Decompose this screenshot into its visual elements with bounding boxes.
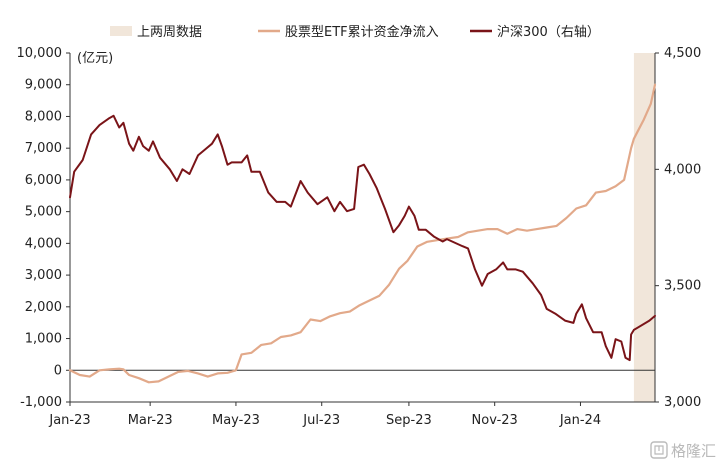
y-left-tick-label: 4,000: [25, 236, 62, 251]
y-right-tick-label: 3,500: [664, 279, 701, 294]
y-right-ticks: 3,000 3,500 4,000 4,500: [655, 46, 701, 410]
y-right-tick-label: 4,500: [664, 46, 701, 61]
x-tick-label: Mar-23: [128, 413, 173, 428]
legend: 上两周数据 股票型ETF累计资金净流入 沪深300（右轴）: [110, 24, 600, 40]
x-ticks: Jan-23 Mar-23 May-23 Jul-23 Sep-23 Nov-23 Jan-…: [48, 402, 601, 428]
y-left-tick-label: 0: [54, 363, 62, 378]
series-layer: [68, 83, 657, 384]
y-left-tick-label: 9,000: [25, 78, 62, 93]
series-line-etf-net-inflow: [68, 83, 657, 384]
watermark-logo-icon: [650, 441, 668, 459]
y-left-tick-label: 8,000: [25, 109, 62, 124]
y-left-ticks: -1,000 0 1,000 2,000 3,000 4,000 5,000 6,000 7,0…: [17, 46, 70, 410]
y-left-tick-label: 2,000: [25, 300, 62, 315]
x-tick-label: Nov-23: [472, 413, 518, 428]
watermark: 格隆汇: [650, 441, 716, 460]
legend-label: 上两周数据: [137, 25, 202, 40]
x-tick-label: May-23: [212, 413, 260, 428]
y-right-tick-label: 4,000: [664, 162, 701, 177]
x-tick-label: Sep-23: [386, 413, 432, 428]
y-left-tick-label: -1,000: [20, 395, 62, 410]
series-line-csi300: [69, 114, 656, 362]
legend-label: 沪深300（右轴）: [497, 24, 600, 40]
y-left-tick-label: 3,000: [25, 268, 62, 283]
y-left-tick-label: 1,000: [25, 332, 62, 347]
highlight-band: [633, 53, 655, 402]
y-left-tick-label: 6,000: [25, 173, 62, 188]
x-tick-label: Jan-24: [559, 413, 601, 428]
axes: [69, 53, 656, 403]
legend-label: 股票型ETF累计资金净流入: [285, 24, 439, 40]
y-left-unit-label: (亿元): [77, 51, 113, 66]
y-left-tick-label: 5,000: [25, 205, 62, 220]
watermark-text: 格隆汇: [671, 442, 716, 460]
legend-swatch-box: [110, 26, 132, 36]
x-tick-label: Jul-23: [302, 413, 340, 428]
x-tick-label: Jan-23: [48, 413, 90, 428]
y-left-tick-label: 10,000: [17, 46, 63, 61]
y-left-tick-label: 7,000: [25, 141, 62, 156]
y-right-tick-label: 3,000: [664, 395, 701, 410]
highlight-period-rect: [633, 53, 655, 402]
